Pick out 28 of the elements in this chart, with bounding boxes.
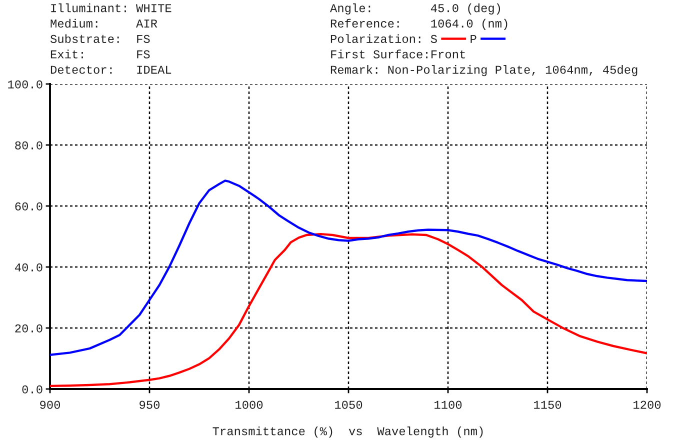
legend-label: S [430, 34, 437, 44]
legend-label: P [470, 35, 476, 43]
text: Reference: 1064.0 (nm) [330, 18, 508, 30]
y-tick-label: 60.0 [15, 202, 42, 210]
x-tick-label: 900 [40, 400, 60, 409]
x-tick-label: 1000 [236, 400, 263, 409]
y-tick-label: 20.0 [15, 324, 42, 332]
y-tick-label: 80.0 [15, 141, 42, 150]
text: First Surface:Front [331, 50, 465, 58]
text: Detector: IDEAL [50, 66, 172, 74]
y-tick-label: 100.0 [8, 80, 42, 88]
line-series [50, 232, 647, 388]
text: Substrate: FS [50, 34, 150, 44]
text: Angle: 45.0 (deg) [330, 3, 500, 15]
x-tick-label: 1200 [634, 400, 661, 409]
line-series [50, 180, 647, 356]
y-tick-label: 40.0 [14, 263, 42, 272]
legend-title: Polarization: [330, 34, 420, 44]
text: Illuminant: WHITE [51, 3, 172, 12]
text: Remark: Non-Polarizing Plate, 1064nm, 45deg [330, 65, 638, 76]
text: Exit: FS [50, 50, 150, 58]
x-tick-label: 1150 [534, 400, 562, 409]
x-tick-label: 950 [140, 400, 160, 409]
x-axis-title: Transmittance (%) vs Wavelength (nm) [212, 426, 483, 438]
x-tick-label: 1050 [335, 400, 362, 409]
x-tick-label: 1100 [434, 400, 462, 409]
y-tick-label: 0.0 [22, 385, 42, 394]
text: Medium: AIR [50, 18, 158, 28]
